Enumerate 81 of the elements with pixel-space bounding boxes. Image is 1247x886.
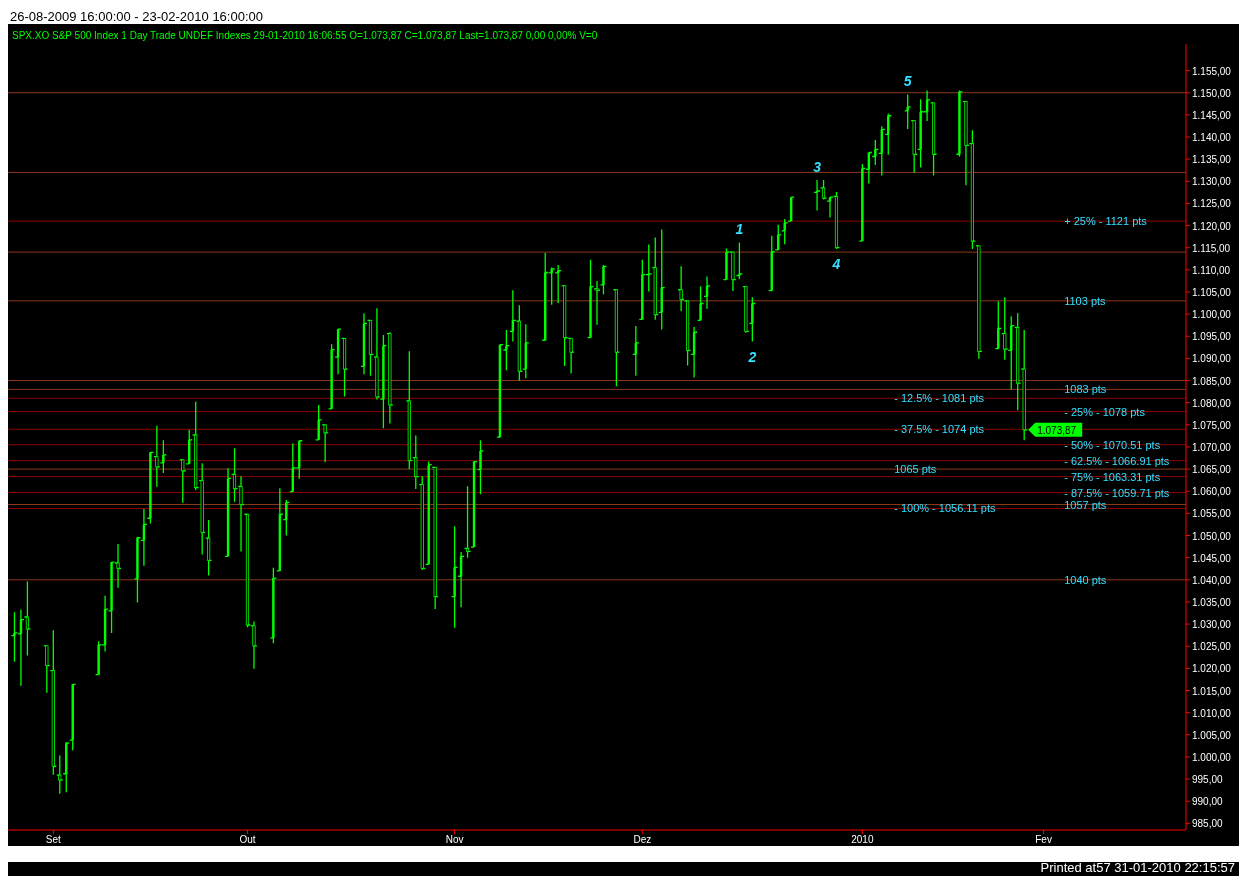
x-tick-label: 2010 bbox=[851, 834, 874, 845]
annotation: 1 bbox=[735, 221, 744, 238]
x-tick-label: Out bbox=[239, 834, 256, 845]
annotation: 4 bbox=[831, 256, 841, 273]
chart-subtitle: SPX.XO S&P 500 Index 1 Day Trade UNDEF Indexes 29-01-2010 16:06:55 O=1.073,87 C=1.073,87 Last=1.073,87 0,00 0,00% V=0 bbox=[12, 30, 598, 41]
ref-line-label: - 50% - 1070.51 pts bbox=[1064, 438, 1161, 451]
ref-line-label: - 62.5% - 1066.91 pts bbox=[1064, 454, 1170, 467]
x-tick-label: Set bbox=[45, 834, 62, 845]
y-tick-label: 1.050,00 bbox=[1192, 530, 1232, 542]
ref-line-label: 1083 pts bbox=[1064, 383, 1107, 396]
y-tick-label: 1.125,00 bbox=[1192, 198, 1232, 210]
y-tick-label: 1.105,00 bbox=[1192, 286, 1232, 298]
candlestick bbox=[569, 337, 573, 375]
y-tick-label: 1.150,00 bbox=[1192, 87, 1232, 99]
y-tick-label: 1.070,00 bbox=[1192, 441, 1232, 453]
y-tick-label: 1.090,00 bbox=[1192, 353, 1232, 365]
candlestick bbox=[679, 265, 683, 312]
x-tick-label: Nov bbox=[445, 834, 464, 845]
y-tick-label: 1.010,00 bbox=[1192, 707, 1232, 719]
candlestick bbox=[834, 191, 839, 250]
candlestick bbox=[323, 423, 327, 463]
y-tick-label: 1.140,00 bbox=[1192, 131, 1232, 143]
ref-line-label: - 12.5% - 1081 pts bbox=[894, 392, 985, 405]
annotation: 5 bbox=[903, 73, 912, 90]
candlestick bbox=[368, 319, 373, 377]
y-tick-label: 1.120,00 bbox=[1192, 220, 1232, 232]
y-tick-label: 1.035,00 bbox=[1192, 596, 1232, 608]
annotation: 1.073,87 bbox=[1037, 424, 1077, 436]
ref-line-label: + 25% - 1121 pts bbox=[1064, 215, 1148, 228]
y-tick-label: 1.145,00 bbox=[1192, 109, 1232, 121]
ref-line-label: 1040 pts bbox=[1064, 573, 1107, 586]
y-tick-label: 1.115,00 bbox=[1192, 242, 1231, 254]
ref-line-label: 1065 pts bbox=[894, 463, 937, 476]
candlestick bbox=[931, 102, 936, 177]
y-tick-label: 1.075,00 bbox=[1192, 419, 1232, 431]
candlestick bbox=[375, 307, 379, 401]
candlestick bbox=[388, 331, 392, 425]
y-tick-label: 1.055,00 bbox=[1192, 508, 1232, 520]
ref-line-label: - 25% - 1078 pts bbox=[1064, 405, 1146, 418]
annotation: 2 bbox=[747, 348, 757, 365]
ref-line-label: 1103 pts bbox=[1064, 294, 1107, 307]
y-tick-label: 1.020,00 bbox=[1192, 663, 1232, 675]
candlestick bbox=[25, 580, 30, 657]
y-tick-label: 985,00 bbox=[1192, 818, 1224, 830]
y-tick-label: 1.025,00 bbox=[1192, 641, 1232, 653]
text: Printed at57 31-01-2010 22:15:57 bbox=[1040, 860, 1235, 875]
candlestick bbox=[342, 337, 347, 398]
ref-line-label: - 100% - 1056.11 pts bbox=[894, 502, 996, 515]
candlestick bbox=[252, 620, 256, 670]
ref-line-label: - 37.5% - 1074 pts bbox=[894, 423, 985, 436]
candlestick bbox=[970, 129, 975, 250]
x-tick-label: Dez bbox=[633, 834, 652, 845]
candlestick bbox=[977, 245, 981, 360]
y-tick-label: 1.015,00 bbox=[1192, 685, 1232, 697]
annotation: 3 bbox=[813, 158, 822, 175]
y-tick-label: 1.100,00 bbox=[1192, 309, 1232, 321]
ref-line-label: - 75% - 1063.31 pts bbox=[1064, 470, 1161, 483]
ref-line-label: - 87.5% - 1059.71 pts bbox=[1064, 486, 1170, 499]
y-tick-label: 1.130,00 bbox=[1192, 176, 1232, 188]
y-tick-label: 1.030,00 bbox=[1192, 619, 1232, 631]
y-tick-label: 1.005,00 bbox=[1192, 729, 1232, 741]
y-tick-label: 1.080,00 bbox=[1192, 397, 1232, 409]
ref-line-label: 1057 pts bbox=[1064, 498, 1107, 511]
y-tick-label: 1.135,00 bbox=[1192, 154, 1232, 166]
candlestick bbox=[912, 119, 916, 174]
y-tick-label: 1.155,00 bbox=[1192, 65, 1232, 77]
candlestick bbox=[232, 447, 237, 503]
candlestick bbox=[614, 289, 619, 387]
y-tick-label: 1.045,00 bbox=[1192, 552, 1232, 564]
y-tick-label: 995,00 bbox=[1192, 774, 1224, 786]
y-tick-label: 1.095,00 bbox=[1192, 331, 1232, 343]
y-tick-label: 1.085,00 bbox=[1192, 375, 1232, 387]
y-tick-label: 1.000,00 bbox=[1192, 751, 1232, 763]
y-tick-label: 1.065,00 bbox=[1192, 464, 1232, 476]
y-tick-label: 1.060,00 bbox=[1192, 486, 1232, 498]
x-tick-label: Fev bbox=[1035, 834, 1052, 845]
candlestick bbox=[821, 179, 826, 201]
y-tick-label: 1.040,00 bbox=[1192, 574, 1232, 586]
y-tick-label: 1.110,00 bbox=[1192, 264, 1231, 276]
y-tick-label: 990,00 bbox=[1192, 796, 1224, 808]
chart-title: 26-08-2009 16:00:00 - 23-02-2010 16:00:00 bbox=[10, 9, 263, 24]
